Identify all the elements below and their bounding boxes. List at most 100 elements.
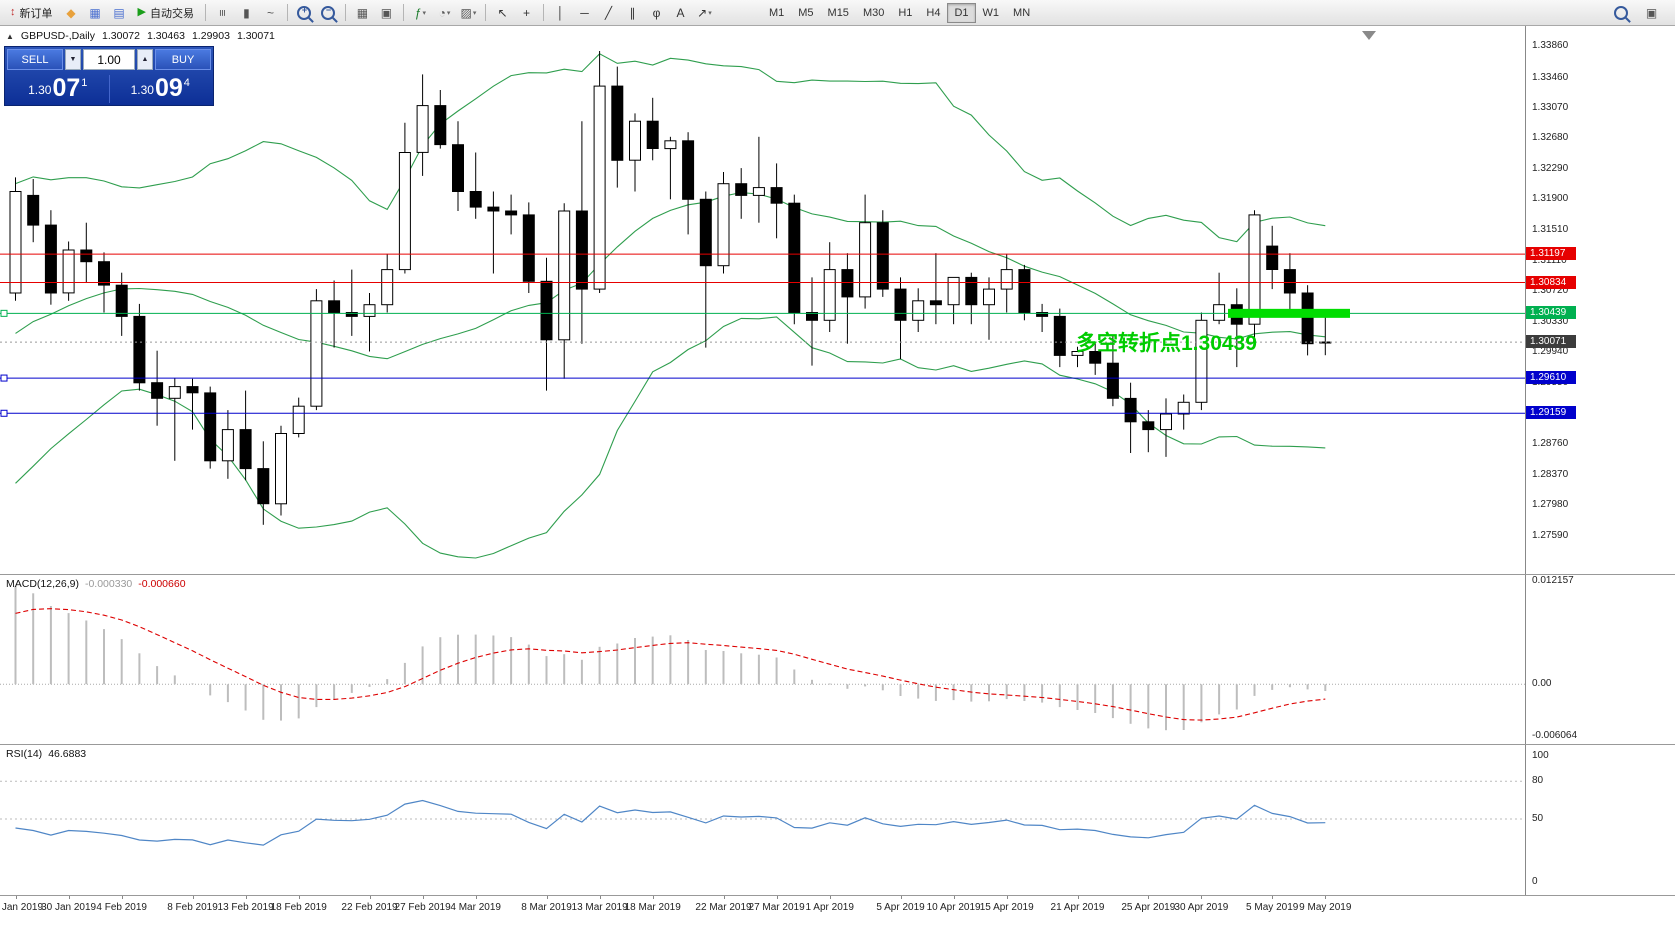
autotrading-button-label: 自动交易	[149, 7, 194, 20]
new-chart-icon[interactable]: ▣	[1645, 5, 1658, 20]
pivot-highlight-bar[interactable]	[1228, 308, 1350, 318]
zoom-out-icon[interactable]: −	[317, 2, 340, 24]
new-order-button[interactable]: ↕ 新订单	[4, 3, 59, 23]
date-label: 8 Feb 2019	[167, 902, 218, 913]
date-label: 4 Feb 2019	[96, 902, 147, 913]
bollinger-bands	[15, 53, 1326, 559]
symbol-info: ▲ GBPUSD-,Daily 1.30072 1.30463 1.29903 …	[6, 30, 275, 42]
bar-chart-icon[interactable]: ≡	[215, 8, 230, 17]
ohlc-low: 1.29903	[191, 30, 230, 42]
one-click-trading-panel: SELL ▼ 1.00 ▲ BUY 1.30 07 1 1.30 09	[4, 46, 214, 106]
sell-price: 1.30 07 1	[7, 76, 109, 103]
timeframe-d1[interactable]: D1	[947, 2, 976, 23]
price-divider	[108, 75, 110, 103]
text-label-icon[interactable]: A	[676, 5, 685, 20]
auto-arrange-icon[interactable]: ▣	[380, 5, 393, 20]
rsi-label: RSI(14) 46.6883	[6, 748, 86, 760]
timeframe-mn[interactable]: MN	[1013, 6, 1031, 19]
date-label: 18 Mar 2019	[624, 902, 681, 913]
timeframe-m15[interactable]: M15	[827, 6, 849, 19]
chart-shift-marker[interactable]	[1362, 31, 1376, 40]
volume-input[interactable]: 1.00	[83, 49, 135, 70]
price-tick: 1.33070	[1532, 101, 1569, 113]
date-label: 25 Apr 2019	[1121, 902, 1176, 913]
arrows-icon[interactable]: ↗ ▾	[697, 5, 712, 20]
timeframe-m5[interactable]: M5	[798, 6, 814, 19]
macd-signal-line	[15, 608, 1326, 721]
date-label: 30 Apr 2019	[1174, 902, 1229, 913]
date-label: 22 Feb 2019	[341, 902, 398, 913]
rsi-tick: 0	[1532, 876, 1538, 887]
date-tickmark	[1325, 896, 1327, 899]
timeframe-m1[interactable]: M1	[768, 6, 785, 19]
rsi-axis: 100 80 50 0	[1525, 745, 1675, 895]
macd-name: MACD(12,26,9)	[6, 578, 79, 590]
buy-button[interactable]: BUY	[155, 49, 211, 70]
search-icon[interactable]	[1609, 2, 1632, 24]
periods-icon[interactable]: ◔ ▾	[438, 5, 451, 20]
tile-windows-icon[interactable]: ▦	[356, 5, 369, 20]
pivot-annotation-text[interactable]: 多空转折点1.30439	[1076, 332, 1257, 355]
sell-button[interactable]: SELL	[7, 49, 63, 70]
price-tick: 1.31900	[1532, 193, 1569, 205]
sell-price-big: 07	[52, 74, 81, 102]
candlestick-series	[9, 51, 1332, 525]
autotrading-button[interactable]: ▶ 自动交易	[132, 3, 200, 23]
channel-icon[interactable]: ∥	[629, 5, 636, 20]
date-label: 13 Mar 2019	[571, 902, 628, 913]
new-order-icon: ↕	[10, 6, 16, 18]
date-tickmark	[369, 896, 371, 899]
market-watch-icon[interactable]: ▦	[89, 5, 101, 20]
timeframe-h4[interactable]: H4	[926, 6, 941, 19]
date-label: 27 Mar 2019	[748, 902, 805, 913]
timeframe-h1[interactable]: H1	[898, 6, 913, 19]
price-badge-1.30071: 1.30071	[1526, 335, 1576, 349]
macd-tick: -0.006064	[1532, 730, 1578, 741]
zoom-in-icon[interactable]: +	[293, 2, 316, 24]
new-order-button-label: 新订单	[19, 7, 53, 20]
date-label: 18 Feb 2019	[270, 902, 327, 913]
chevron-down-icon: ▾	[472, 9, 477, 17]
timeframe-m30[interactable]: M30	[862, 6, 885, 19]
chevron-down-icon: ▾	[446, 9, 451, 17]
candlestick-chart-icon[interactable]: ▮	[243, 5, 250, 20]
favorites-icon[interactable]: ◆	[66, 5, 76, 20]
date-tickmark	[1272, 896, 1274, 899]
date-tickmark	[1201, 896, 1203, 899]
one-click-collapse-icon[interactable]: ▲	[6, 31, 14, 41]
macd-signal-value: -0.000660	[138, 578, 186, 590]
rsi-tick: 50	[1532, 813, 1544, 824]
date-tickmark	[15, 896, 17, 899]
date-tickmark	[245, 896, 247, 899]
templates-icon[interactable]: ▨ ▾	[460, 5, 477, 20]
timeframe-w1[interactable]: W1	[982, 6, 1000, 19]
date-tickmark	[422, 896, 424, 899]
fibonacci-icon[interactable]: φ	[652, 5, 661, 20]
trendline-icon[interactable]: ╱	[604, 5, 613, 20]
line-chart-icon[interactable]: ~	[266, 5, 274, 20]
sell-price-small: 1.30	[28, 83, 52, 97]
macd-main-value: -0.000330	[84, 578, 133, 590]
price-tick: 1.33860	[1532, 40, 1569, 52]
date-label: 25 Jan 2019	[0, 902, 44, 913]
vertical-line-icon[interactable]: │	[556, 5, 565, 20]
indicators-icon[interactable]: ƒ ▾	[414, 5, 427, 20]
date-label: 27 Feb 2019	[394, 902, 451, 913]
date-label: 15 Apr 2019	[979, 902, 1034, 913]
date-tickmark	[652, 896, 654, 899]
price-tick: 1.30720	[1532, 285, 1569, 297]
horizontal-line-icon[interactable]: ─	[580, 5, 589, 20]
price-badge-1.29610: 1.29610	[1526, 371, 1576, 385]
crosshair-icon[interactable]: +	[522, 5, 530, 20]
support-line-2[interactable]	[0, 409, 1525, 417]
volume-decrease-button[interactable]: ▼	[65, 49, 81, 70]
volume-increase-button[interactable]: ▲	[137, 49, 153, 70]
support-line-1[interactable]	[0, 374, 1525, 382]
buy-price-small: 1.30	[130, 83, 154, 97]
date-label: 4 Mar 2019	[450, 902, 501, 913]
data-window-icon[interactable]: ▤	[113, 5, 125, 20]
cursor-icon[interactable]: ↖	[497, 5, 508, 20]
date-tickmark	[1006, 896, 1008, 899]
macd-tick: 0.00	[1532, 678, 1552, 690]
